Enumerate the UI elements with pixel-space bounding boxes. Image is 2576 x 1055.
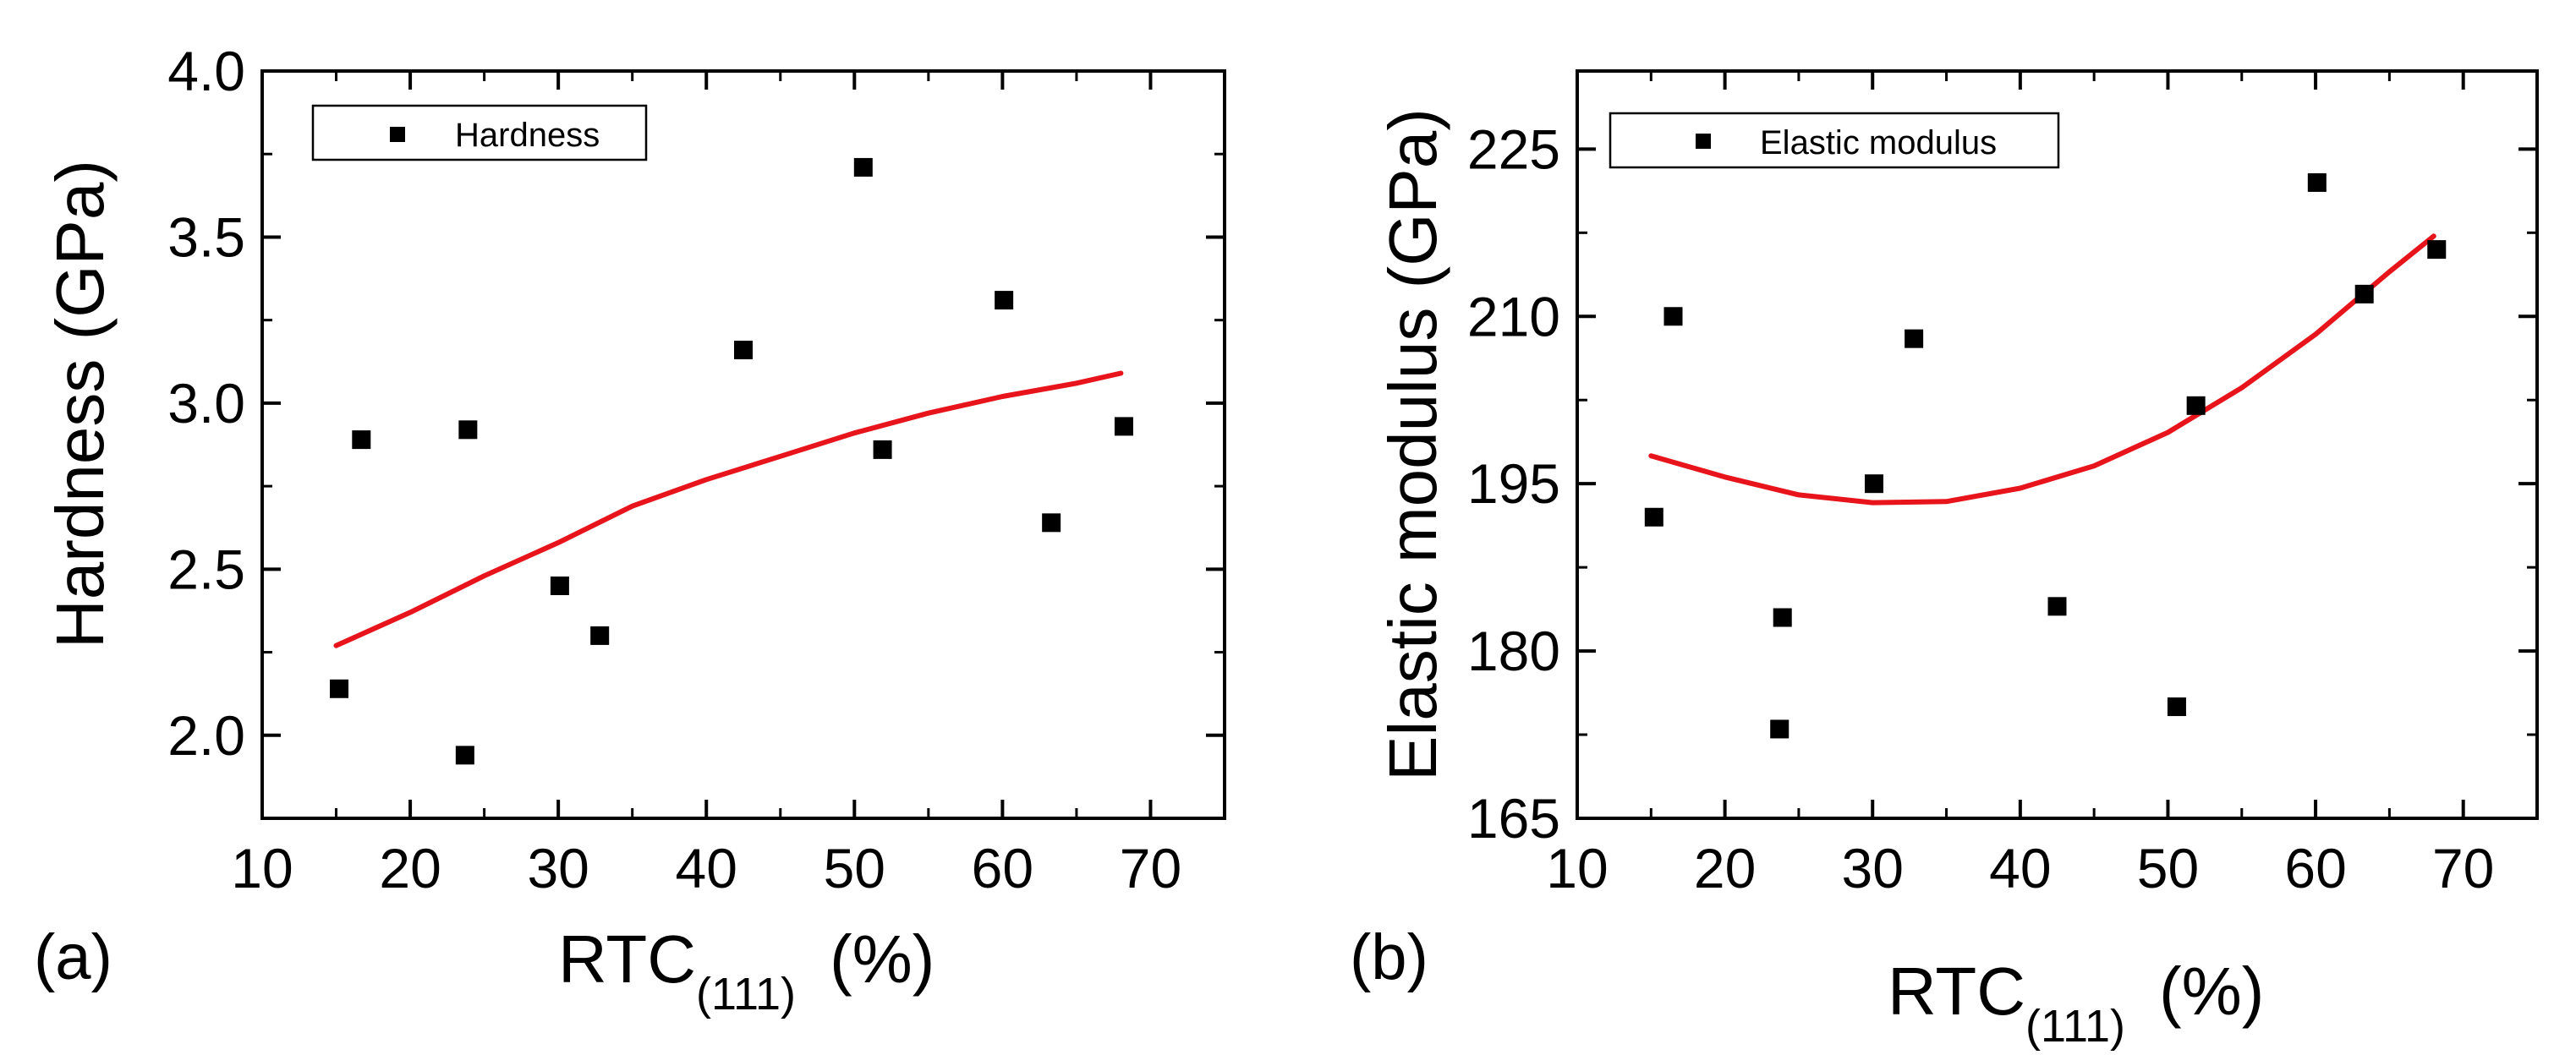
panel-a-ytick-label: 2.0 [167,704,245,767]
panel-a-xtick-label: 20 [379,837,441,899]
panel-a-ytick-label: 2.5 [167,538,245,600]
panel-b-ylabel: Elastic modulus (GPa) [1375,108,1450,781]
panel-b-legend-marker [1696,134,1711,149]
panel-a-xtick-label: 10 [231,837,293,899]
panel-a-xlabel-main: RTC [558,921,696,997]
panel-a-data-point [734,341,753,360]
panel-a-data-point [330,679,349,698]
panel-a-xlabel-unit: (%) [830,921,934,997]
panel-a-data-point [1114,417,1133,436]
panel-a-plot: 10 20 30 40 50 60 70 2.0 2.5 3.0 3.5 4.0 [167,40,1226,899]
panel-a-xlabel-sub: (111) [696,969,796,1019]
panel-a-xtick-label: 30 [527,837,589,899]
panel-b-data-point [2427,240,2447,260]
panel-b-ytick-label: 210 [1467,285,1560,347]
panel-a-data-point [1042,513,1061,533]
panel-b-frame [1576,69,2539,820]
panel-b-xlabel-sub: (111) [2025,1001,2125,1052]
panel-b-xtick-label: 70 [2432,837,2494,899]
panel-a-ytick-label: 3.0 [167,372,245,435]
panel-b-ytick-label: 180 [1467,620,1560,682]
panel-b-data-point [1905,329,1924,348]
panel-b-ytick-label: 195 [1467,452,1560,515]
panel-b-xtick-label: 50 [2137,837,2199,899]
panel-a-data-point [455,746,474,765]
panel-b-xlabel-main: RTC [1888,954,2025,1029]
panel-b: (b) Elastic modulus (GPa) RTC(111) (%) El… [1350,108,2264,1052]
panel-a: (a) Hardness (GPa) RTC(111) (%) Hardness [34,104,934,1019]
panel-a-data-point [873,440,892,459]
panel-a-data-point [995,291,1014,310]
panel-b-plot: 10 20 30 40 50 60 70 165 180 195 210 225 [1467,69,2539,899]
panel-b-label: (b) [1350,921,1428,993]
panel-a-data-point [352,430,371,450]
panel-b-xtick-label: 60 [2284,837,2346,899]
panel-a-xtick-label: 50 [824,837,885,899]
panel-a-legend: Hardness [311,104,648,161]
panel-a-xtick-label: 70 [1120,837,1181,899]
panel-b-fit-line [1648,233,2436,506]
panel-a-xtick-label: 60 [972,837,1033,899]
panel-a-ytick-label: 3.5 [167,205,245,268]
panel-a-legend-marker [390,127,405,142]
panel-b-xtick-label: 30 [1842,837,1904,899]
panel-b-data-point [2047,597,2067,616]
panel-a-xlabel: RTC(111) (%) [558,921,934,1019]
panel-a-data-point [550,576,569,595]
panel-b-data-point [1770,719,1789,739]
panel-b-ytick-label: 165 [1467,787,1560,850]
panel-b-data-point [1773,608,1792,627]
panel-b-xtick-label: 20 [1694,837,1756,899]
panel-a-xtick-label: 40 [676,837,737,899]
panel-b-legend: Elastic modulus [1609,112,2060,169]
panel-b-xtick-label: 40 [1989,837,2051,899]
panel-a-data-point [458,420,478,440]
panel-b-xlabel: RTC(111) (%) [1888,954,2264,1052]
panel-a-legend-label: Hardness [455,117,600,154]
panel-b-data-point [2354,284,2374,303]
panel-b-data-point [1644,507,1663,527]
panel-a-label: (a) [34,921,112,993]
panel-a-frame [260,69,1226,820]
panel-b-legend-label: Elastic modulus [1760,124,1997,161]
panel-a-ytick-label: 4.0 [167,40,245,102]
panel-b-data-point [2186,396,2206,415]
panel-b-legend-box [1609,112,2060,169]
panel-b-data-point [2167,697,2186,717]
panel-b-data-point [1864,474,1883,494]
panel-b-data-point [1663,307,1683,326]
panel-b-xlabel-unit: (%) [2159,954,2264,1029]
panel-a-data-point [853,157,873,177]
panel-b-xtick-label: 10 [1546,837,1608,899]
panel-a-legend-box [311,104,648,161]
panel-b-data-point [2307,172,2327,192]
panel-a-ylabel: Hardness (GPa) [42,160,118,648]
panel-b-ytick-label: 225 [1467,118,1560,180]
panel-a-fit-line [333,370,1124,648]
panel-a-data-point [590,626,610,645]
